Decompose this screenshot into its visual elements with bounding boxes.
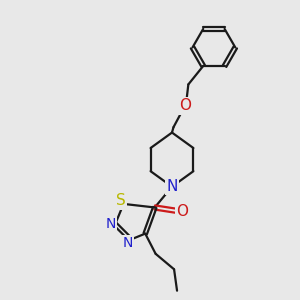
Text: N: N [122,236,133,250]
Text: O: O [176,203,188,218]
Text: N: N [166,179,178,194]
Text: S: S [116,194,125,208]
Text: N: N [106,217,116,231]
Text: O: O [179,98,191,113]
